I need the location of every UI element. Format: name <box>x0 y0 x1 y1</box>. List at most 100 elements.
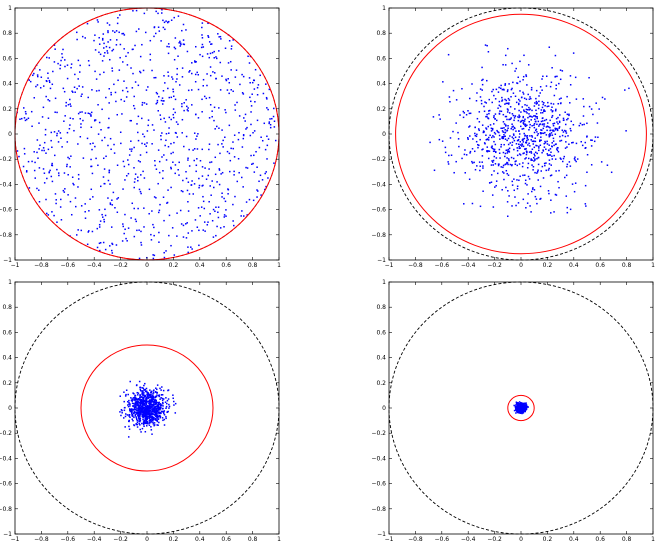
data-point <box>504 129 506 131</box>
data-point <box>494 163 497 165</box>
data-point <box>255 150 257 153</box>
data-point <box>123 232 125 235</box>
y-tick-label: −0.2 <box>0 430 12 437</box>
data-point <box>558 120 561 123</box>
data-point <box>109 137 112 140</box>
data-point <box>103 218 105 221</box>
data-point <box>185 99 187 101</box>
data-point <box>118 31 120 34</box>
data-point <box>158 395 161 398</box>
data-point <box>161 417 164 419</box>
data-point <box>210 43 212 45</box>
data-point <box>44 128 47 131</box>
data-point <box>542 127 545 130</box>
data-point <box>572 52 575 54</box>
data-point <box>586 136 588 138</box>
data-point <box>523 54 525 57</box>
data-point <box>96 19 99 21</box>
data-point <box>90 115 92 117</box>
data-point <box>534 155 536 157</box>
data-point <box>241 73 243 76</box>
data-point <box>132 405 135 407</box>
y-tick-label: 0.8 <box>2 304 12 311</box>
data-point <box>520 408 522 410</box>
data-point <box>478 129 480 132</box>
data-point <box>534 115 536 117</box>
data-point <box>250 100 252 103</box>
data-point <box>523 152 525 154</box>
data-point <box>260 136 262 138</box>
data-point <box>186 50 189 53</box>
data-point <box>213 50 215 53</box>
data-point <box>504 83 507 85</box>
data-point <box>517 412 520 414</box>
data-point <box>507 150 509 153</box>
data-point <box>152 392 155 394</box>
data-point <box>522 116 524 119</box>
data-point <box>509 135 511 137</box>
data-point <box>183 109 185 112</box>
data-point <box>527 144 529 146</box>
data-point <box>129 403 131 405</box>
data-point <box>138 415 141 417</box>
data-point <box>182 43 185 45</box>
data-point <box>493 115 495 117</box>
data-point <box>527 116 529 119</box>
data-point <box>145 417 147 420</box>
data-point <box>209 185 211 187</box>
data-point <box>162 402 164 405</box>
data-point <box>516 404 519 406</box>
data-point <box>119 411 121 413</box>
data-point <box>157 149 160 151</box>
data-point <box>161 407 164 410</box>
data-point <box>137 160 140 162</box>
data-point <box>194 60 196 62</box>
data-point <box>498 113 501 115</box>
data-point <box>247 55 249 58</box>
data-point <box>201 98 203 101</box>
data-point <box>128 425 130 428</box>
data-point <box>541 129 543 131</box>
data-point <box>135 423 137 425</box>
data-point <box>514 136 517 139</box>
data-point <box>127 227 130 229</box>
data-point <box>158 412 161 415</box>
data-point <box>138 413 141 416</box>
data-point <box>523 109 525 111</box>
data-point <box>530 152 533 154</box>
y-tick-label: 0.4 <box>2 81 12 88</box>
unit-circle-dashed <box>388 7 654 261</box>
y-tick-label: 0.8 <box>376 30 386 37</box>
data-point <box>507 103 510 105</box>
data-point <box>50 131 53 134</box>
data-point <box>252 79 255 81</box>
x-tick-label: −0.8 <box>408 536 423 543</box>
data-point <box>524 407 527 410</box>
data-point <box>168 407 170 409</box>
data-point <box>196 148 199 150</box>
data-point <box>522 403 525 406</box>
data-point <box>500 84 502 87</box>
data-point <box>530 139 532 141</box>
data-point <box>514 405 517 408</box>
data-point <box>539 198 541 200</box>
y-tick-label: −1 <box>3 531 12 538</box>
data-point <box>471 162 474 164</box>
data-point <box>34 161 36 164</box>
data-point <box>566 118 568 121</box>
data-point <box>94 70 96 73</box>
data-point <box>98 242 101 245</box>
data-point <box>197 117 200 119</box>
data-point <box>522 406 525 408</box>
data-point <box>560 102 562 104</box>
data-point <box>246 167 249 169</box>
data-point <box>544 131 546 134</box>
data-point <box>103 47 105 49</box>
data-point <box>107 144 109 147</box>
data-point <box>506 157 508 159</box>
data-point <box>269 126 272 129</box>
data-point <box>519 90 521 92</box>
data-point <box>174 111 176 114</box>
data-point <box>535 198 538 200</box>
data-point <box>137 408 140 410</box>
